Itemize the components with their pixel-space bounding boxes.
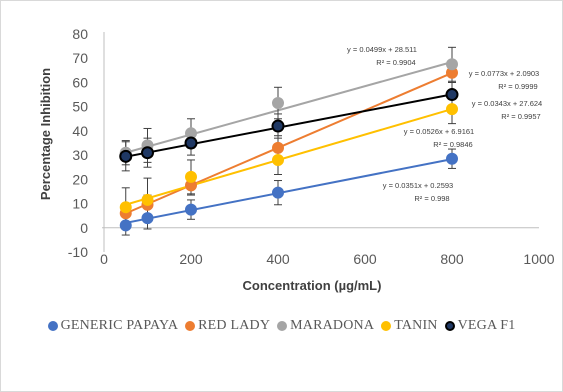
y-tick-label: 80 <box>72 26 88 42</box>
trendline-equation: y = 0.0526x + 6.9161 <box>404 127 474 136</box>
data-point <box>272 153 284 166</box>
trendline-r2: R² = 0.998 <box>414 194 449 203</box>
data-point <box>446 103 458 116</box>
data-point <box>141 212 154 225</box>
chart-legend: GENERIC PAPAYA RED LADY MARADONA TANIN VEGA … <box>0 318 563 334</box>
legend-marker <box>444 321 455 331</box>
legend-marker <box>277 321 288 331</box>
legend-label: MARADONA <box>290 318 375 333</box>
x-tick-label: 1000 <box>523 251 554 267</box>
trendline-r2: R² = 0.9999 <box>498 82 537 91</box>
y-tick-label: 40 <box>72 123 88 139</box>
y-axis-title: Percentage Inhibition <box>38 68 53 200</box>
x-tick-label: 400 <box>266 251 290 267</box>
data-point <box>445 88 459 102</box>
legend-item: TANIN <box>381 318 437 334</box>
legend-item: MARADONA <box>277 318 374 334</box>
y-tick-label: 60 <box>72 74 88 90</box>
legend-marker <box>185 321 196 331</box>
data-point <box>185 203 197 216</box>
data-point <box>184 136 198 150</box>
trendline-equation: y = 0.0499x + 28.511 <box>347 45 417 54</box>
data-point <box>272 141 284 154</box>
data-point <box>446 58 458 71</box>
y-tick-label: 30 <box>72 147 88 163</box>
data-point <box>119 219 132 232</box>
trendline <box>125 108 453 206</box>
trendline-r2: R² = 0.9957 <box>501 112 540 121</box>
trendline <box>125 158 453 224</box>
trendline-equation: y = 0.0343x + 27.624 <box>472 99 542 108</box>
y-tick-label: 50 <box>72 99 88 115</box>
data-point <box>446 152 458 165</box>
data-point <box>141 146 154 160</box>
trendline-r2: R² = 0.9904 <box>376 58 415 67</box>
legend-marker <box>381 321 392 331</box>
y-tick-label: -10 <box>68 244 88 260</box>
x-tick-label: 200 <box>179 251 203 267</box>
data-point <box>272 186 284 199</box>
data-point <box>119 201 132 214</box>
legend-item: GENERIC PAPAYA <box>47 318 179 334</box>
data-point <box>141 193 154 206</box>
data-point <box>271 119 285 133</box>
trendline <box>125 72 453 215</box>
y-tick-label: 20 <box>72 171 88 187</box>
x-tick-label: 0 <box>100 251 108 267</box>
x-axis-title: Concentration (µg/mL) <box>243 278 382 293</box>
data-point <box>272 97 284 110</box>
y-tick-label: 10 <box>72 196 88 212</box>
trendline-equation: y = 0.0351x + 0.2593 <box>383 181 453 190</box>
trendline <box>125 61 453 154</box>
y-tick-label: 70 <box>72 50 88 66</box>
trendline-equation: y = 0.0773x + 2.0903 <box>469 69 539 78</box>
data-point <box>185 170 197 183</box>
legend-label: VEGA F1 <box>457 318 516 333</box>
x-tick-label: 800 <box>440 251 464 267</box>
y-tick-label: 0 <box>80 220 88 236</box>
legend-label: GENERIC PAPAYA <box>60 318 179 333</box>
legend-marker <box>47 321 58 331</box>
legend-label: TANIN <box>394 318 438 333</box>
x-tick-label: 600 <box>353 251 377 267</box>
trendline-r2: R² = 0.9846 <box>433 140 472 149</box>
trendline <box>125 93 453 158</box>
data-point <box>119 149 133 163</box>
legend-item: RED LADY <box>185 318 270 334</box>
legend-item: VEGA F1 <box>444 318 516 334</box>
legend-label: RED LADY <box>198 318 271 333</box>
